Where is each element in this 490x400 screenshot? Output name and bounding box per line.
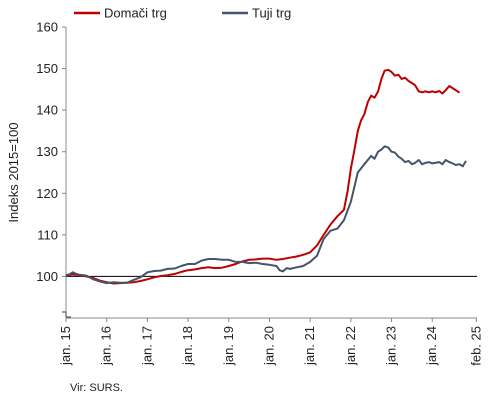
x-tick-label: feb. 25: [468, 326, 483, 366]
x-axis: jan. 15 jan. 16 jan. 17 jan. 18 jan. 19 jan. …: [58, 317, 483, 366]
plot-area: [65, 68, 477, 285]
x-tick-label: jan. 24: [424, 326, 439, 366]
series-line-tuji-trg: [65, 145, 467, 285]
x-tick-label: jan. 17: [139, 326, 154, 366]
y-axis-title: Indeks 2015=100: [6, 122, 21, 222]
y-axis: 100 110 120 130 140 150 160: [36, 20, 71, 318]
x-tick-label: jan. 22: [343, 326, 358, 366]
series-line-domaci-trg: [65, 68, 461, 285]
y-axis-break-icon: [62, 311, 71, 318]
y-tick-label: 120: [36, 186, 58, 201]
y-tick-label: 100: [36, 269, 58, 284]
x-tick-label: jan. 19: [221, 326, 236, 366]
y-tick-label: 130: [36, 144, 58, 159]
x-tick-label: jan. 20: [261, 326, 276, 366]
x-tick-label: jan. 16: [99, 326, 114, 366]
x-tick-label: jan. 15: [58, 326, 73, 366]
y-tick-label: 150: [36, 61, 58, 76]
source-note: Vir: SURS.: [70, 382, 123, 394]
y-tick-label: 140: [36, 103, 58, 118]
legend-label: Tuji trg: [252, 6, 291, 21]
x-tick-label: jan. 18: [180, 326, 195, 366]
x-tick-label: jan. 23: [384, 326, 399, 366]
y-tick-label: 160: [36, 20, 58, 35]
y-tick-label: 110: [37, 227, 58, 242]
legend-label: Domači trg: [104, 6, 167, 21]
x-tick-label: jan. 21: [302, 326, 317, 366]
legend: Domači trg Tuji trg: [74, 6, 291, 21]
chart: Domači trg Tuji trg 100 110 120 130 140 150 160…: [6, 6, 483, 367]
